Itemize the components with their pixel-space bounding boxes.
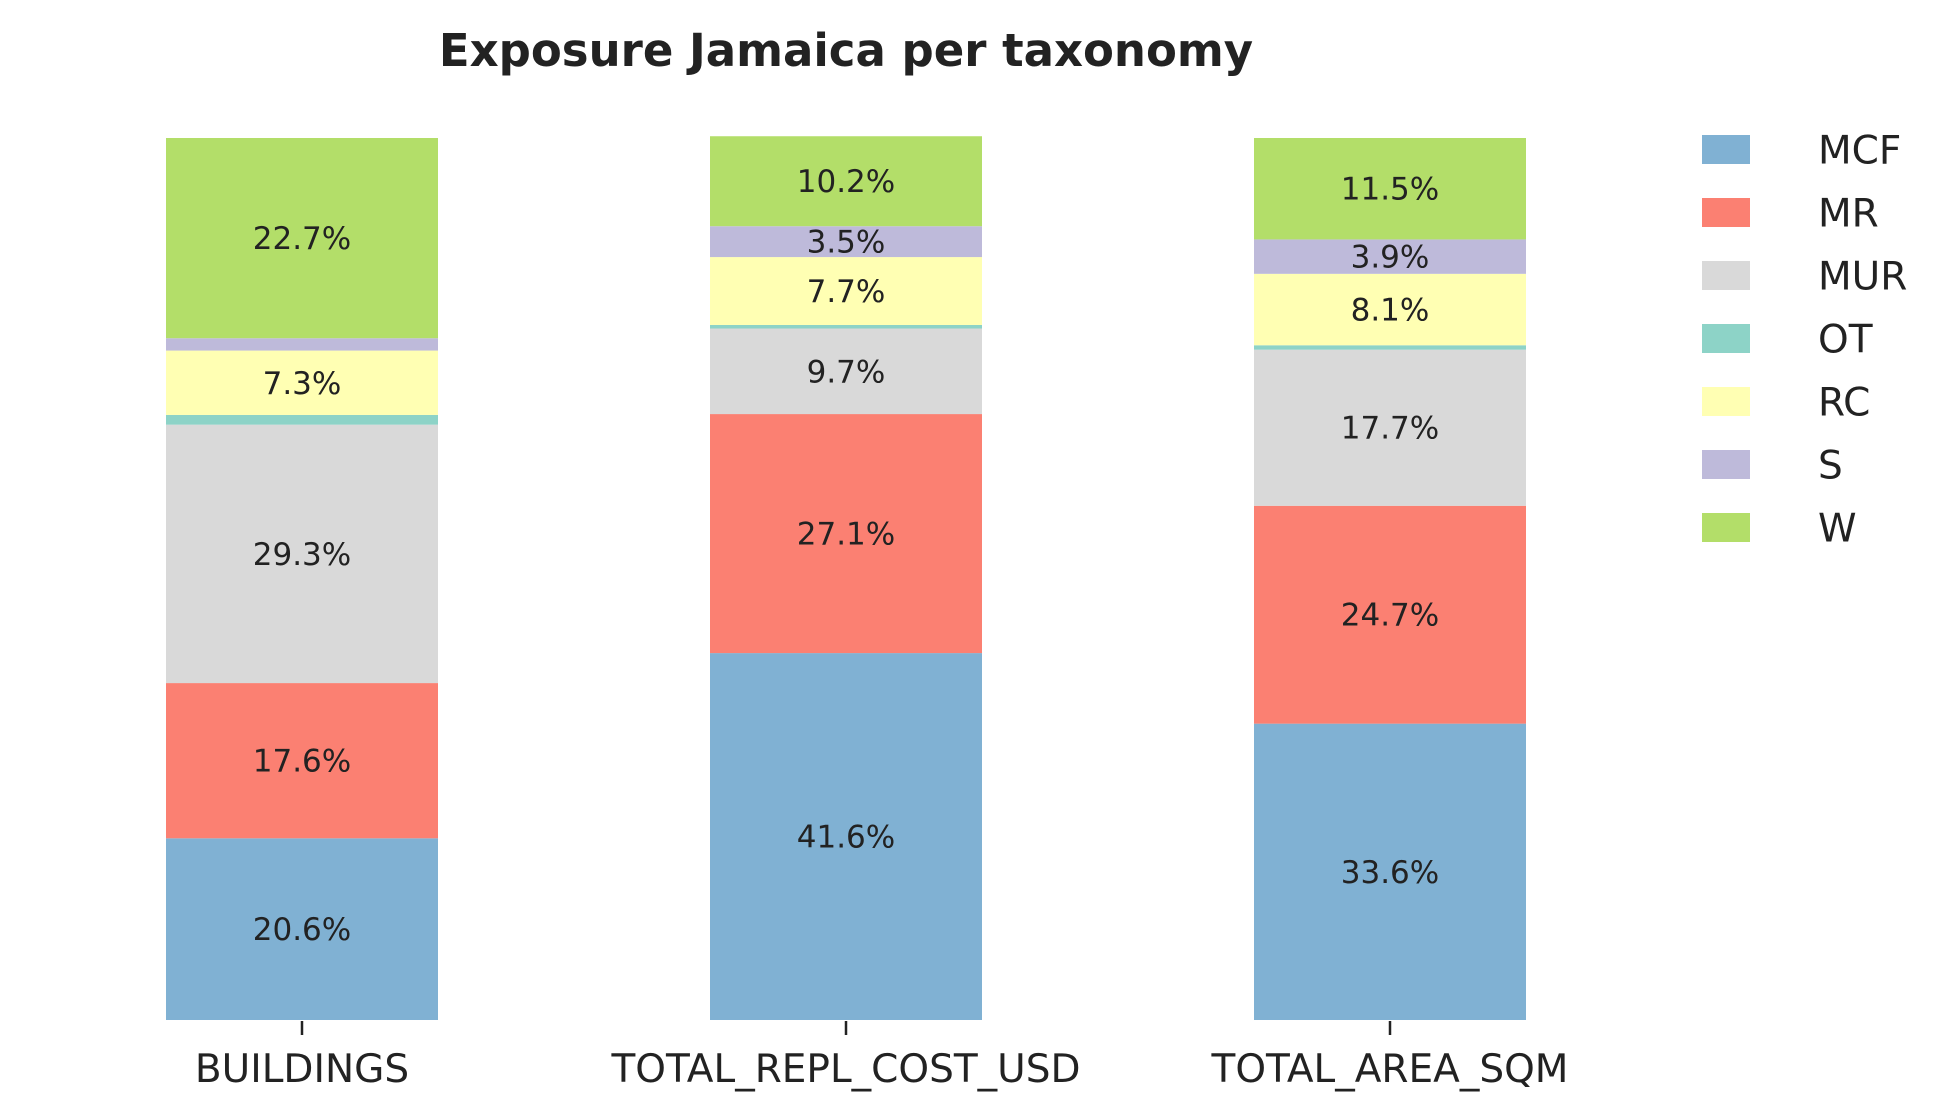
bar-segment-w-total-repl-cost-usd — [710, 136, 982, 227]
legend-swatch-rc — [1702, 387, 1750, 416]
x-tick-label: BUILDINGS — [195, 1047, 409, 1092]
x-axis: BUILDINGS TOTAL_REPL_COST_USD TOTAL_AREA_S… — [195, 1021, 1569, 1092]
bar-segment-rc-buildings — [166, 350, 438, 415]
legend-label-rc: RC — [1818, 381, 1870, 426]
data-label: 20.6% — [253, 912, 351, 948]
bar-segment-mcf-buildings — [166, 838, 438, 1020]
legend-label-w: W — [1818, 507, 1857, 552]
bar-segment-ot-total-area-sqm — [1254, 345, 1526, 350]
x-tick-label: TOTAL_AREA_SQM — [1211, 1047, 1569, 1092]
bar-segment-ot-total-repl-cost-usd — [710, 324, 982, 329]
data-label: 9.7% — [807, 354, 886, 390]
data-label: 3.5% — [807, 225, 886, 261]
data-label: 17.6% — [253, 744, 351, 780]
bar-segment-mcf-total-repl-cost-usd — [710, 653, 982, 1020]
bar-segment-mcf-total-area-sqm — [1254, 723, 1526, 1020]
x-tick-label: TOTAL_REPL_COST_USD — [610, 1047, 1080, 1092]
chart-title: Exposure Jamaica per taxonomy — [439, 24, 1253, 77]
bar-segment-mur-total-repl-cost-usd — [710, 328, 982, 415]
data-label: 29.3% — [253, 537, 351, 573]
bar-segment-ot-buildings — [166, 414, 438, 425]
bar-segment-w-total-area-sqm — [1254, 138, 1526, 240]
bar-segment-rc-total-repl-cost-usd — [710, 257, 982, 325]
bars-group — [166, 136, 1526, 1020]
legend-label-mur: MUR — [1818, 255, 1907, 300]
data-label: 33.6% — [1341, 855, 1439, 891]
data-label: 7.3% — [263, 366, 342, 402]
legend-swatch-s — [1702, 450, 1750, 479]
data-label: 24.7% — [1341, 598, 1439, 634]
data-label: 7.7% — [807, 274, 886, 310]
legend-label-s: S — [1818, 444, 1843, 489]
bar-segment-mr-total-repl-cost-usd — [710, 414, 982, 654]
bar-segment-s-total-repl-cost-usd — [710, 226, 982, 258]
data-label: 3.9% — [1351, 240, 1430, 276]
segment-labels-group: 20.6% 17.6% 29.3% 7.3% 22.7% 41.6% 27.1% 9.7% 7.… — [253, 164, 1439, 948]
bar-segment-mur-total-area-sqm — [1254, 349, 1526, 506]
data-label: 17.7% — [1341, 411, 1439, 447]
data-label: 41.6% — [797, 820, 895, 856]
legend-label-mr: MR — [1818, 192, 1879, 237]
bar-segment-mr-total-area-sqm — [1254, 505, 1526, 724]
legend-swatch-mcf — [1702, 135, 1750, 164]
data-label: 11.5% — [1341, 172, 1439, 208]
legend: MCF MR MUR OT RC SW — [1702, 129, 1907, 552]
legend-swatch-mur — [1702, 261, 1750, 290]
data-label: 10.2% — [797, 164, 895, 200]
bar-segment-w-buildings — [166, 138, 438, 339]
data-label: 27.1% — [797, 517, 895, 553]
bar-segment-mur-buildings — [166, 424, 438, 684]
legend-label-ot: OT — [1818, 318, 1873, 363]
legend-label-mcf: MCF — [1818, 129, 1901, 174]
legend-swatch-mr — [1702, 198, 1750, 227]
bar-segment-mr-buildings — [166, 683, 438, 839]
legend-swatch-ot — [1702, 324, 1750, 353]
legend-swatch-w — [1702, 513, 1750, 542]
bar-segment-s-buildings — [166, 338, 438, 351]
data-label: 22.7% — [253, 221, 351, 257]
data-label: 8.1% — [1351, 293, 1430, 329]
bar-segment-rc-total-area-sqm — [1254, 273, 1526, 346]
bar-segment-s-total-area-sqm — [1254, 239, 1526, 274]
